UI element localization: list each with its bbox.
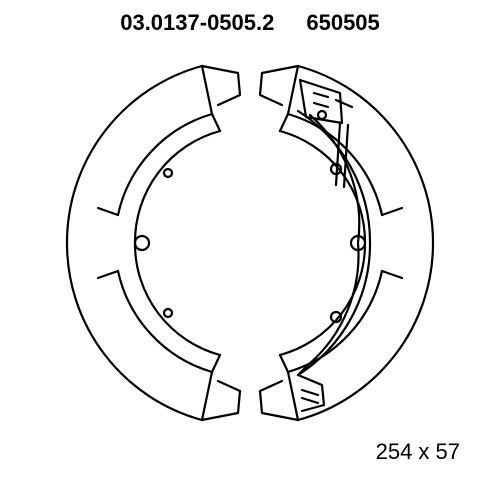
product-figure: 03.0137-0505.2 650505 [0, 0, 500, 500]
drawing-svg [40, 45, 460, 440]
brake-shoe-drawing [40, 45, 460, 440]
part-number-primary: 03.0137-0505.2 [120, 10, 274, 36]
part-number-secondary: 650505 [306, 10, 379, 36]
dimensions-label: 254 x 57 [376, 439, 460, 465]
header: 03.0137-0505.2 650505 [0, 10, 500, 36]
